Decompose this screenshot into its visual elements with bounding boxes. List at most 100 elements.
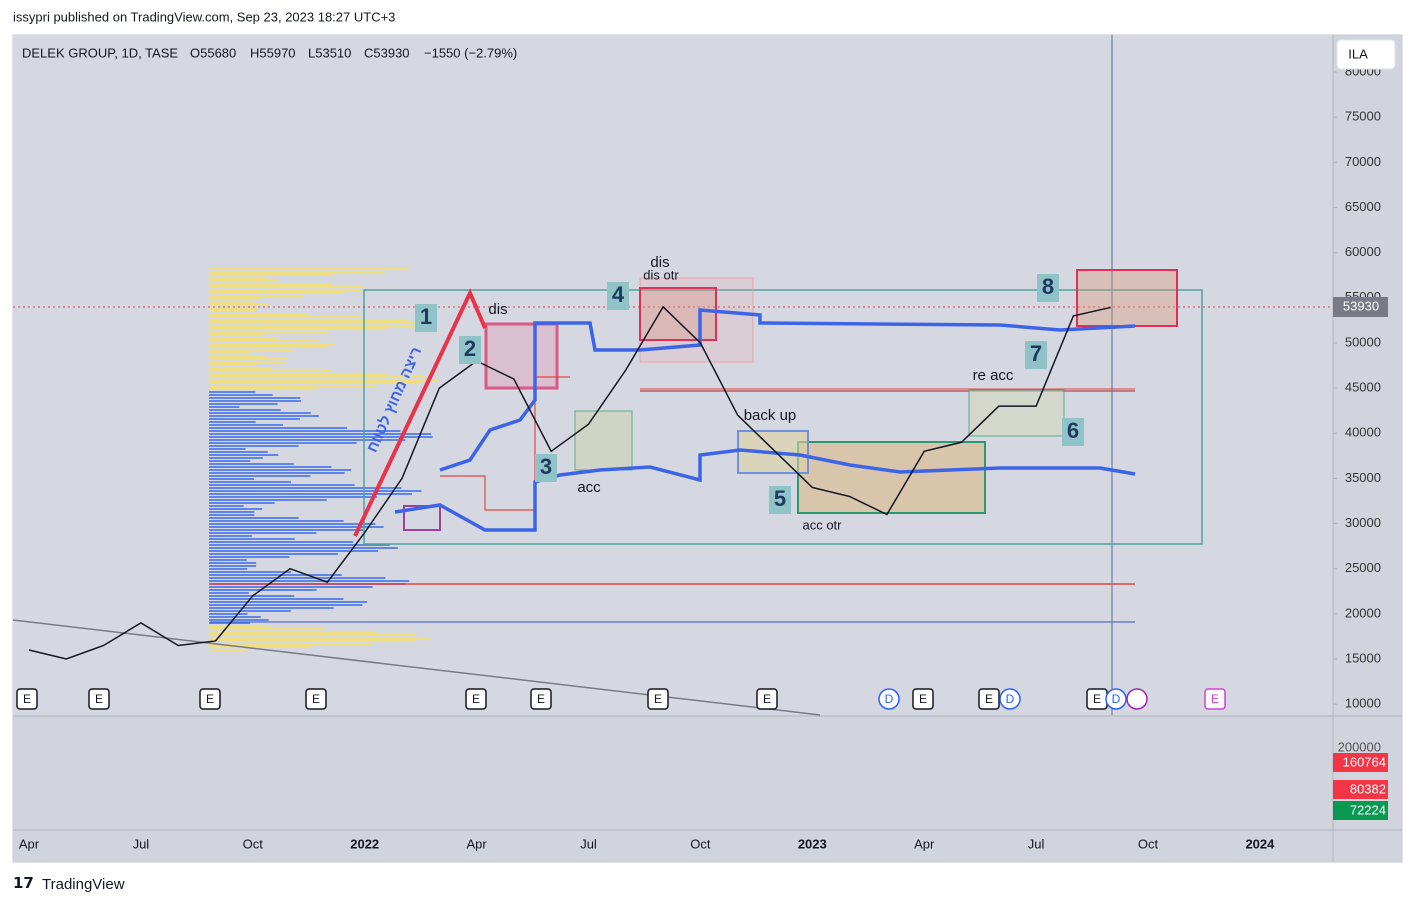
band-line	[394, 448, 1136, 532]
profile-bar	[209, 595, 295, 597]
event-label: E	[472, 692, 480, 706]
profile-bar	[209, 553, 338, 555]
profile-bar	[209, 556, 290, 558]
profile-bar	[209, 304, 270, 306]
badge-number: 6	[1067, 418, 1079, 443]
profile-bar	[209, 571, 292, 573]
badge	[1062, 418, 1084, 446]
event-marker	[465, 688, 487, 710]
y-tick-label: 30000	[1345, 515, 1381, 530]
profile-bar	[209, 646, 311, 648]
ohlc: L53510	[308, 45, 351, 60]
event-marker	[199, 688, 221, 710]
zone-box	[797, 441, 986, 514]
event-label: E	[95, 692, 103, 706]
last-price-label: 53930	[1343, 298, 1379, 313]
arrow	[353, 288, 487, 537]
profile-bar	[209, 280, 278, 282]
profile-bar	[209, 514, 255, 516]
profile-bar	[209, 481, 291, 483]
profile-bar	[209, 436, 433, 438]
profile-bar	[209, 400, 302, 402]
profile-bar	[209, 358, 288, 360]
profile-bar	[209, 391, 256, 393]
badge	[415, 304, 437, 332]
profile-bar	[209, 586, 373, 588]
profile-bar	[209, 505, 244, 507]
profile-bar	[209, 598, 344, 600]
price-line	[28, 305, 1111, 660]
x-tick-label: Oct	[690, 836, 711, 851]
event-marker	[530, 688, 552, 710]
x-tick-label: 2024	[1245, 836, 1275, 851]
step-line	[440, 376, 570, 511]
x-tick-label: Jul	[580, 836, 597, 851]
profile-bar	[209, 277, 269, 279]
profile-bar	[209, 331, 330, 333]
profile-bar	[209, 550, 379, 552]
annotation-text: back up	[744, 407, 797, 424]
profile-bar	[209, 490, 422, 492]
badge-number: 4	[612, 282, 625, 307]
profile-bar	[209, 511, 255, 513]
event-label: E	[985, 692, 993, 706]
badge-number: 2	[464, 336, 476, 361]
event-label: E	[312, 692, 320, 706]
profile-bar	[209, 496, 378, 498]
badge-number: 5	[774, 486, 786, 511]
event-marker	[1204, 688, 1226, 710]
publisher: issypri published on TradingView.com, Se…	[13, 9, 395, 24]
profile-bar	[209, 316, 363, 318]
profile-bar	[209, 322, 430, 324]
profile-bar	[209, 466, 332, 468]
profile-bar	[209, 631, 377, 633]
profile-bar	[209, 289, 367, 291]
profile-bar	[209, 529, 364, 531]
event-label: E	[919, 692, 927, 706]
profile-bar	[209, 478, 255, 480]
profile-bar	[209, 286, 364, 288]
profile-bar	[209, 517, 299, 519]
profile-bar	[209, 547, 398, 549]
badge-number: 8	[1042, 274, 1054, 299]
volume-label: 160764	[1343, 754, 1386, 769]
profile-bar	[209, 268, 410, 270]
ohlc: C53930	[364, 45, 410, 60]
y-tick-label: 10000	[1345, 696, 1381, 711]
profile-bar	[209, 271, 385, 273]
volume-profile	[209, 268, 439, 651]
profile-bar	[209, 541, 354, 543]
y-tick-label: 70000	[1345, 154, 1381, 169]
profile-bar	[209, 499, 327, 501]
profile-bar	[209, 355, 266, 357]
profile-bar	[209, 640, 415, 642]
profile-bar	[209, 385, 377, 387]
profile-bar	[209, 610, 291, 612]
profile-bar	[209, 619, 269, 621]
currency-button[interactable]	[1336, 39, 1396, 70]
change: −1550 (−2.79%)	[424, 45, 517, 60]
profile-bar	[209, 397, 301, 399]
annotation-text: acc	[577, 479, 601, 496]
profile-bar	[209, 394, 273, 396]
badge-number: 1	[420, 304, 432, 329]
profile-bar	[209, 328, 387, 330]
profile-bar	[209, 508, 263, 510]
badge-number: 3	[540, 454, 552, 479]
event-marker	[16, 688, 38, 710]
profile-bar	[209, 535, 252, 537]
badge	[769, 486, 791, 514]
annotation-text: dis otr	[643, 267, 679, 282]
profile-bar	[209, 343, 336, 345]
event-label: D	[1006, 692, 1015, 706]
profile-bar	[209, 349, 294, 351]
profile-bar	[209, 580, 410, 582]
profile-bar	[209, 370, 332, 372]
profile-bar	[209, 448, 246, 450]
profile-bar	[209, 442, 357, 444]
profile-bar	[209, 634, 416, 636]
profile-bar	[209, 310, 256, 312]
event-label: E	[1211, 692, 1219, 706]
profile-bar	[209, 559, 247, 561]
